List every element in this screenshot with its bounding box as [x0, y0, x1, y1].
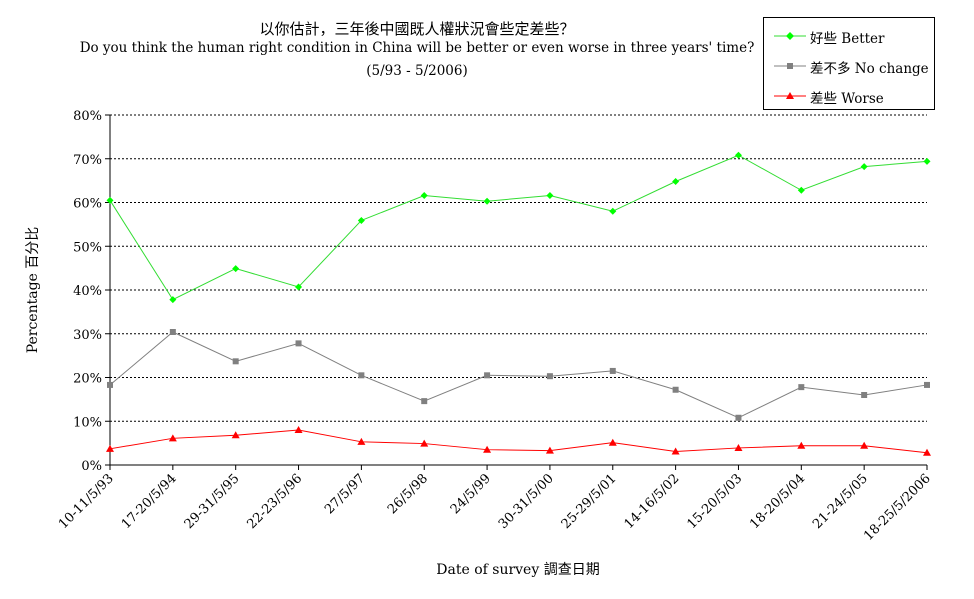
legend-marker-worse: [774, 92, 806, 99]
x-tick-label: 22-23/5/96: [245, 471, 306, 532]
data-point: [860, 441, 869, 449]
data-point: [168, 434, 177, 442]
y-axis-label: Percentage 百分比: [25, 227, 41, 354]
legend-label-no-change: 差不多 No change: [810, 61, 929, 77]
data-point: [672, 386, 679, 393]
x-tick-label: 24/5/99: [448, 471, 494, 517]
data-point: [420, 192, 428, 199]
data-point: [672, 178, 680, 185]
x-axis-ticks: 10-11/5/93 17-20/5/94 29-31/5/95 22-23/5/96…: [56, 465, 934, 544]
data-point: [358, 372, 365, 379]
x-tick-label: 29-31/5/95: [182, 471, 243, 532]
chart-date-range: (5/93 - 5/2006): [366, 63, 468, 79]
legend-label-better: 好些 Better: [810, 31, 885, 47]
data-point: [609, 207, 617, 215]
data-point: [608, 438, 617, 446]
legend-marker-better: [774, 32, 806, 40]
data-point: [609, 367, 616, 374]
y-tick-label: 40%: [73, 284, 102, 299]
plot-area: [106, 151, 931, 456]
data-point: [483, 445, 492, 453]
chart-subtitle: Do you think the human right condition i…: [79, 40, 755, 56]
data-point: [734, 443, 743, 451]
x-tick-label: 15-20/5/03: [684, 471, 745, 532]
x-tick-label: 21-24/5/05: [810, 471, 871, 532]
y-axis-ticks: 0% 10% 20% 30% 40% 50% 60% 70% 80%: [73, 109, 110, 474]
x-tick-label: 30-31/5/00: [496, 471, 557, 532]
data-point: [545, 446, 554, 454]
y-tick-label: 80%: [73, 109, 102, 124]
data-point: [357, 216, 365, 224]
data-point: [483, 197, 491, 205]
axes: [109, 115, 927, 466]
data-point: [106, 196, 114, 204]
x-tick-label: 27/5/97: [322, 471, 368, 517]
legend: 好些 Better 差不多 No change 差些 Worse: [763, 17, 935, 110]
data-point: [797, 441, 806, 449]
legend-label-worse: 差些 Worse: [810, 91, 884, 107]
data-point: [232, 358, 239, 365]
data-point: [169, 329, 176, 335]
series-line: [109, 331, 928, 419]
data-point: [421, 398, 428, 405]
legend-marker-no-change: [774, 63, 806, 69]
data-point: [671, 447, 680, 455]
y-tick-label: 20%: [73, 372, 102, 387]
data-point: [735, 414, 742, 421]
data-point: [797, 186, 805, 194]
x-tick-label: 25-29/5/01: [559, 471, 620, 532]
data-point: [232, 265, 240, 273]
gridlines: [110, 114, 927, 422]
x-axis-label: Date of survey 調查日期: [436, 562, 599, 578]
y-tick-label: 70%: [73, 153, 102, 168]
x-tick-label: 18-20/5/04: [747, 471, 808, 532]
series-0: [106, 151, 931, 304]
data-point: [924, 381, 930, 388]
data-point: [546, 373, 553, 380]
data-point: [923, 448, 931, 456]
y-tick-label: 60%: [73, 197, 102, 212]
data-point: [546, 192, 554, 199]
data-point: [923, 157, 931, 165]
data-point: [860, 163, 868, 171]
x-tick-label: 10-11/5/93: [56, 471, 117, 532]
chart-title: 以你估計，三年後中國既人權狀況會些定差些？: [259, 20, 575, 38]
data-point: [107, 381, 113, 388]
data-point: [106, 444, 114, 452]
data-point: [484, 372, 491, 379]
x-tick-label: 26/5/98: [385, 471, 431, 517]
x-tick-label: 14-16/5/02: [622, 471, 683, 532]
series-2: [106, 426, 931, 456]
data-point: [357, 437, 366, 445]
data-point: [169, 296, 177, 304]
y-tick-label: 0%: [81, 459, 102, 474]
data-point: [295, 283, 303, 291]
x-tick-label: 18-25/5/2006: [861, 471, 934, 544]
x-tick-label: 17-20/5/94: [119, 471, 180, 532]
data-point: [798, 384, 805, 391]
y-tick-label: 50%: [73, 240, 102, 255]
series-1: [107, 329, 930, 421]
y-tick-label: 30%: [73, 328, 102, 343]
data-point: [295, 340, 302, 347]
y-tick-label: 10%: [73, 415, 102, 430]
series-line: [109, 429, 928, 454]
data-point: [420, 439, 429, 447]
data-point: [294, 426, 303, 433]
data-point: [861, 392, 868, 398]
series-line: [109, 154, 928, 301]
data-point: [734, 151, 742, 159]
data-point: [231, 431, 240, 439]
